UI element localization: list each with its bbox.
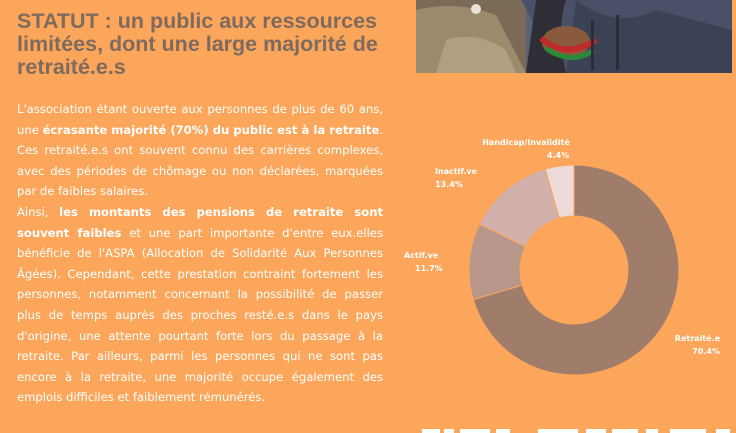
- slice-value-retraite: 70.4%: [692, 347, 720, 356]
- cropped-text-fragment: [422, 429, 730, 433]
- body-text: L'association étant ouverte aux personne…: [17, 99, 383, 408]
- donut-chart: Handicap/Invalidité 4.4% Inactif.ve 13.4…: [404, 137, 721, 376]
- donut-slice-0: [472, 164, 680, 376]
- emphasis-text: les montants des pensions de retraite so…: [17, 204, 383, 240]
- donut-slices: [468, 164, 680, 376]
- text-run: Ainsi,: [17, 204, 60, 219]
- text-run: L'association étant ouverte aux personne…: [17, 102, 383, 137]
- slice-value-handicap: 4.4%: [547, 151, 569, 160]
- page-title: STATUT : un public aux ressources limité…: [17, 9, 378, 79]
- text-run: . Ces retraité.e.s ont souvent connu des…: [17, 122, 384, 199]
- donut-slice-3: [544, 164, 575, 219]
- slice-name-handicap: Handicap/Invalidité: [482, 137, 570, 147]
- photo-elderly-person: [416, 0, 732, 73]
- emphasis-text: écrasante majorité (70%) du public est à…: [42, 122, 380, 137]
- slice-label-actif: Actif.ve 11.7%: [404, 251, 443, 273]
- slice-name-inactif: Inactif.ve: [435, 167, 478, 176]
- slice-value-actif: 11.7%: [415, 264, 443, 273]
- slice-value-inactif: 13.4%: [435, 180, 463, 189]
- slice-label-handicap: Handicap/Invalidité 4.4%: [482, 137, 570, 160]
- slice-name-actif: Actif.ve: [404, 251, 439, 260]
- slice-name-retraite: Retraité.e: [675, 333, 721, 343]
- slice-label-retraite: Retraité.e 70.4%: [675, 333, 721, 356]
- text-run: et une part importante d'entre eux.elles…: [17, 225, 383, 405]
- slice-label-inactif: Inactif.ve 13.4%: [435, 167, 478, 189]
- photo-elderly-person-icon: [416, 0, 732, 73]
- paragraph-pensions: Ainsi, les montants des pensions de retr…: [17, 202, 383, 408]
- paragraph-retirement: L'association étant ouverte aux personne…: [17, 99, 383, 202]
